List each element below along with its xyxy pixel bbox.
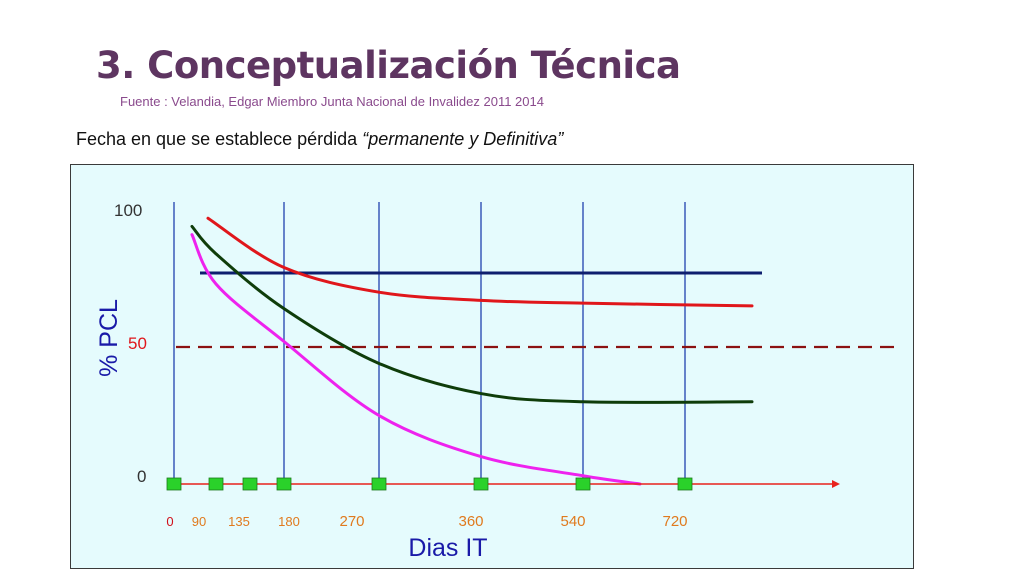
x-marker	[208, 477, 224, 491]
x-tick-label: 135	[228, 514, 250, 529]
x-marker	[166, 477, 182, 491]
x-marker	[371, 477, 387, 491]
chart-panel	[70, 164, 914, 569]
x-tick-label: 90	[192, 514, 206, 529]
y-axis-label: % PCL	[95, 299, 123, 377]
y-tick-label: 100	[114, 201, 142, 220]
x-axis-arrow	[832, 480, 840, 488]
subtitle-italic: permanente y Definitiva	[368, 129, 558, 149]
x-marker	[276, 477, 292, 491]
source-caption: Fuente : Velandia, Edgar Miembro Junta N…	[120, 94, 544, 109]
reference-lines	[176, 271, 900, 349]
x-marker	[575, 477, 591, 491]
x-markers	[166, 477, 693, 491]
chart-subtitle: Fecha en que se establece pérdida “perma…	[76, 129, 563, 150]
subtitle-open-quote: “	[362, 129, 369, 149]
x-tick-label: 720	[662, 513, 687, 530]
x-tick-label: 360	[458, 513, 483, 530]
x-tick-label: 180	[278, 514, 300, 529]
series-line	[190, 233, 642, 486]
y-tick-label: 50	[128, 334, 147, 353]
x-tick-label: 0	[166, 514, 173, 529]
series-line	[190, 224, 754, 404]
x-axis	[174, 480, 840, 488]
x-marker	[677, 477, 693, 491]
page-title: 3. Conceptualización Técnica	[96, 44, 681, 87]
subtitle-close-quote: ”	[557, 129, 564, 149]
x-axis-label: Dias IT	[408, 534, 487, 562]
series-lines	[190, 216, 754, 486]
chart-text: 100 50 0 0 90 135 180 270 360 540 720 % PCL Dias IT	[95, 201, 688, 562]
vertical-gridlines	[173, 202, 686, 484]
x-tick-label: 540	[560, 513, 585, 530]
series-line	[206, 216, 754, 308]
x-tick-label: 270	[339, 513, 364, 530]
x-marker	[473, 477, 489, 491]
subtitle-prefix: Fecha en que se establece pérdida	[76, 129, 363, 149]
x-marker	[242, 477, 258, 491]
y-tick-label: 0	[137, 467, 146, 486]
